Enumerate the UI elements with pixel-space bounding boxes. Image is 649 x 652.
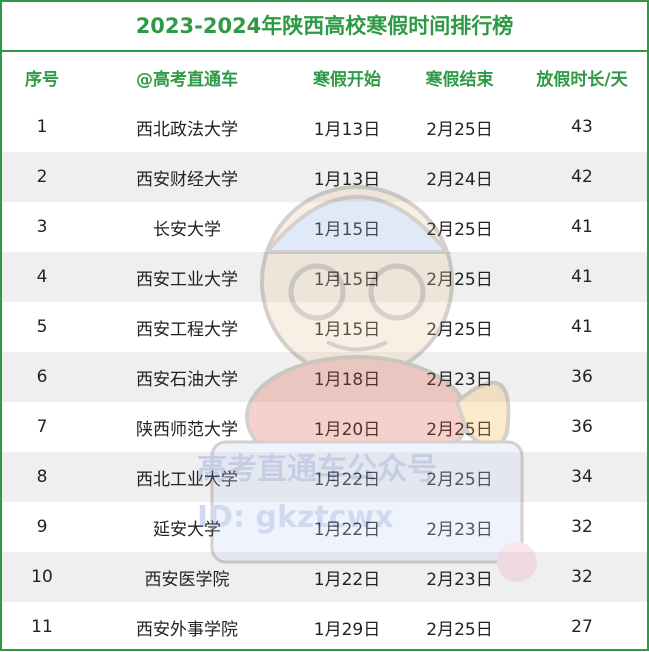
cell-duration: 32 [571, 517, 593, 537]
table-row: 8 西北工业大学 1月22日 2月25日 34 [2, 452, 647, 502]
table-row: 2 西安财经大学 1月13日 2月24日 42 [2, 152, 647, 202]
header-row: 序号 @高考直通车 寒假开始 寒假结束 放假时长/天 [2, 52, 647, 102]
table-row: 6 西安石油大学 1月18日 2月23日 36 [2, 352, 647, 402]
cell-start: 1月29日 [313, 619, 381, 640]
cell-duration: 41 [517, 252, 647, 302]
table-row: 9 延安大学 1月22日 2月23日 32 [2, 502, 647, 552]
cell-end: 2月25日 [426, 419, 493, 440]
cell-start: 1月22日 [292, 552, 402, 602]
cell-start: 1月18日 [292, 352, 402, 402]
cell-duration: 41 [571, 217, 593, 237]
cell-end: 2月23日 [402, 552, 517, 602]
cell-rank: 3 [36, 217, 48, 237]
cell-end: 2月23日 [402, 352, 517, 402]
cell-rank: 9 [36, 517, 48, 537]
cell-rank: 11 [31, 617, 53, 637]
header-rank: 序号 [25, 69, 59, 90]
cell-start: 1月20日 [313, 419, 381, 440]
cell-university: 陕西师范大学 [136, 419, 238, 440]
header-end: 寒假结束 [425, 69, 494, 90]
cell-university: 延安大学 [153, 519, 221, 540]
cell-end: 2月25日 [426, 219, 493, 240]
cell-start: 1月22日 [292, 452, 402, 502]
cell-rank: 4 [2, 252, 82, 302]
header-start: 寒假开始 [313, 69, 381, 90]
cell-duration: 36 [571, 417, 593, 437]
cell-rank: 1 [36, 117, 48, 137]
cell-start: 1月15日 [313, 319, 381, 340]
cell-university: 西北政法大学 [136, 119, 238, 140]
cell-university: 西北工业大学 [82, 452, 292, 502]
cell-end: 2月25日 [426, 619, 493, 640]
cell-rank: 5 [36, 317, 48, 337]
cell-duration: 41 [571, 317, 593, 337]
cell-rank: 2 [2, 152, 82, 202]
cell-end: 2月25日 [402, 252, 517, 302]
cell-duration: 27 [571, 617, 593, 637]
cell-end: 2月23日 [426, 519, 493, 540]
cell-university: 西安工程大学 [136, 319, 238, 340]
cell-rank: 7 [36, 417, 48, 437]
cell-rank: 6 [2, 352, 82, 402]
cell-start: 1月13日 [313, 119, 381, 140]
cell-university: 西安外事学院 [136, 619, 238, 640]
table-row: 7 陕西师范大学 1月20日 2月25日 36 [2, 402, 647, 452]
table-title: 2023-2024年陕西高校寒假时间排行榜 [2, 2, 647, 52]
cell-end: 2月24日 [402, 152, 517, 202]
table-row: 11 西安外事学院 1月29日 2月25日 27 [2, 602, 647, 652]
table-row: 5 西安工程大学 1月15日 2月25日 41 [2, 302, 647, 352]
header-university: @高考直通车 [136, 69, 238, 90]
cell-end: 2月25日 [426, 319, 493, 340]
header-duration: 放假时长/天 [536, 69, 628, 90]
cell-university: 西安工业大学 [82, 252, 292, 302]
cell-rank: 8 [2, 452, 82, 502]
cell-duration: 42 [517, 152, 647, 202]
cell-start: 1月13日 [292, 152, 402, 202]
table-row: 4 西安工业大学 1月15日 2月25日 41 [2, 252, 647, 302]
cell-end: 2月25日 [402, 452, 517, 502]
cell-end: 2月25日 [426, 119, 493, 140]
cell-university: 西安石油大学 [82, 352, 292, 402]
cell-start: 1月15日 [313, 219, 381, 240]
cell-duration: 43 [571, 117, 593, 137]
table-row: 10 西安医学院 1月22日 2月23日 32 [2, 552, 647, 602]
cell-duration: 34 [517, 452, 647, 502]
cell-rank: 10 [2, 552, 82, 602]
cell-start: 1月22日 [313, 519, 381, 540]
cell-duration: 32 [517, 552, 647, 602]
table-row: 1 西北政法大学 1月13日 2月25日 43 [2, 102, 647, 152]
table-row: 3 长安大学 1月15日 2月25日 41 [2, 202, 647, 252]
cell-start: 1月15日 [292, 252, 402, 302]
cell-duration: 36 [517, 352, 647, 402]
ranking-table: 序号 @高考直通车 寒假开始 寒假结束 放假时长/天 1 西北政法大学 1月13日 2… [2, 52, 647, 652]
cell-university: 西安医学院 [82, 552, 292, 602]
cell-university: 西安财经大学 [82, 152, 292, 202]
cell-university: 长安大学 [153, 219, 221, 240]
